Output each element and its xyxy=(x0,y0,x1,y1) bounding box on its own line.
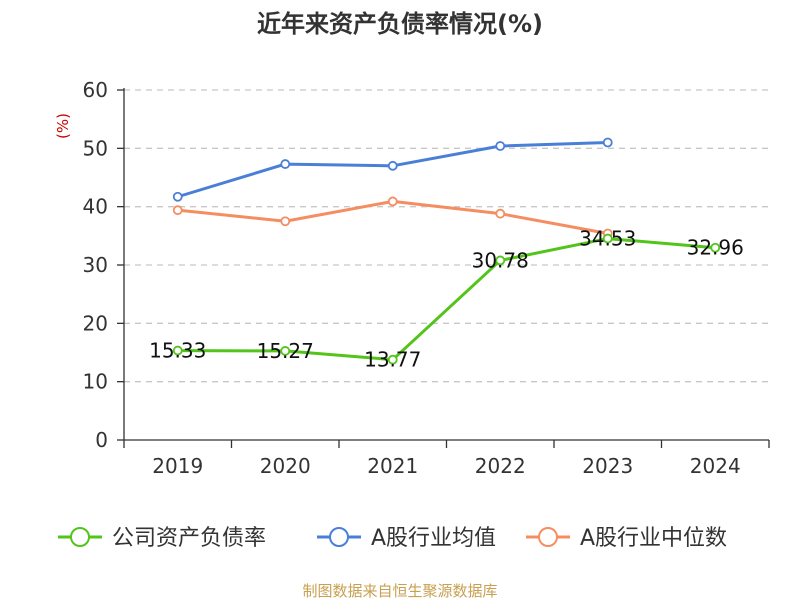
x-tick-label: 2024 xyxy=(690,454,741,478)
legend-label: A股行业中位数 xyxy=(580,526,727,551)
legend-item: A股行业中位数 xyxy=(526,526,727,551)
data-point xyxy=(387,354,398,365)
series-line xyxy=(177,237,716,362)
x-tick-label: 2020 xyxy=(260,454,311,478)
series-1 xyxy=(172,137,613,202)
data-point xyxy=(710,242,721,253)
legend-marker xyxy=(329,527,349,547)
data-point xyxy=(495,255,506,266)
axes: 0 10 20 30 40 50 60 2019 2020 2021 2022 2023 2024 xyxy=(83,78,770,478)
legend: 公司资产负债率 A股行业均值 A股行业中位数 xyxy=(58,526,727,551)
data-label: 15.27 xyxy=(257,339,314,363)
data-point xyxy=(172,205,183,216)
data-point xyxy=(495,141,506,151)
data-point xyxy=(172,191,183,202)
source-note: 制图数据来自恒生聚源数据库 xyxy=(302,582,497,600)
x-tick-label: 2023 xyxy=(582,454,633,478)
data-point xyxy=(280,346,291,356)
x-tick-label: 2022 xyxy=(475,454,526,478)
data-label: 32.96 xyxy=(687,236,744,260)
y-tick-label: 40 xyxy=(83,195,108,219)
series-2 xyxy=(172,196,613,239)
data-point xyxy=(602,233,613,244)
data-point xyxy=(602,137,613,148)
x-tick-label: 2021 xyxy=(367,454,418,478)
y-tick-label: 30 xyxy=(83,253,108,277)
legend-marker xyxy=(538,527,558,547)
y-tick-label: 20 xyxy=(83,311,108,335)
data-label: 30.78 xyxy=(472,248,529,272)
data-point xyxy=(280,159,291,169)
y-tick-label: 60 xyxy=(83,78,108,102)
y-axis-unit-label: (%) xyxy=(54,113,72,139)
legend-item: A股行业均值 xyxy=(317,526,496,551)
legend-item: 公司资产负债率 xyxy=(58,526,266,551)
grid xyxy=(124,89,769,383)
y-tick-label: 0 xyxy=(95,428,108,452)
data-point xyxy=(280,216,291,227)
data-label: 15.33 xyxy=(149,339,206,363)
series xyxy=(172,137,721,365)
x-tick-label: 2019 xyxy=(152,454,203,478)
data-point xyxy=(387,196,398,207)
data-labels: 15.33 15.27 13.77 30.78 34.53 32.96 xyxy=(149,227,744,372)
chart-title: 近年来资产负债率情况(%) xyxy=(257,10,543,38)
legend-marker xyxy=(70,527,90,547)
legend-label: 公司资产负债率 xyxy=(112,526,266,551)
data-point xyxy=(172,345,183,356)
data-point xyxy=(495,208,506,219)
data-label: 34.53 xyxy=(579,227,636,251)
series-0 xyxy=(172,233,721,365)
y-tick-label: 50 xyxy=(83,136,108,160)
data-label: 13.77 xyxy=(364,348,421,372)
data-point xyxy=(387,160,398,171)
legend-label: A股行业均值 xyxy=(371,526,496,551)
y-tick-label: 10 xyxy=(83,370,108,394)
